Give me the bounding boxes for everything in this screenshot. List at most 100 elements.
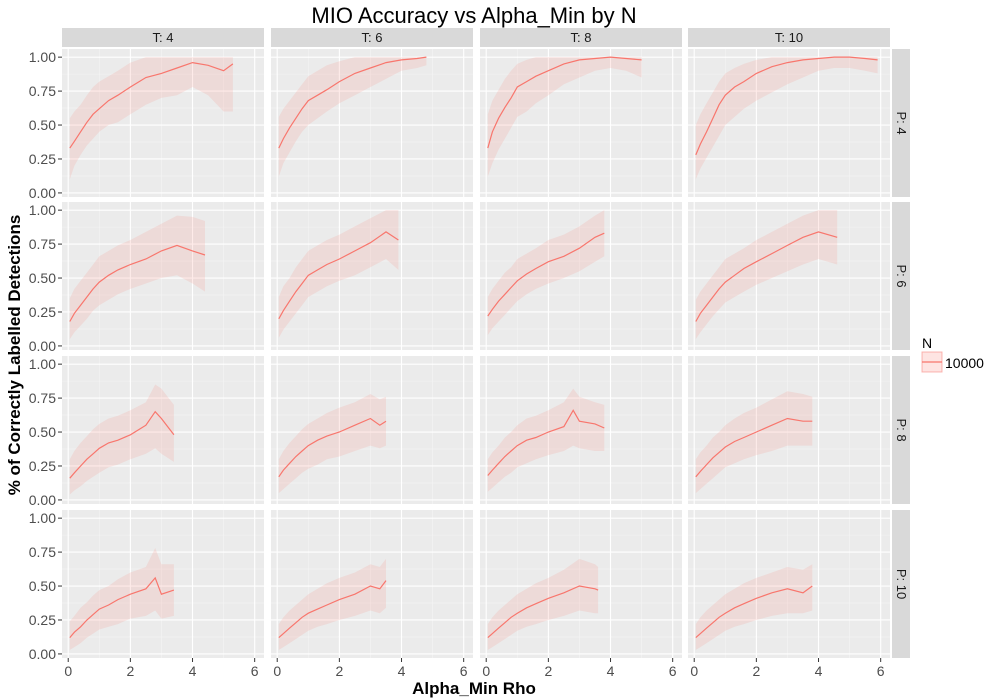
facet-panel [688, 510, 890, 658]
row-strip-label: P: 8 [894, 418, 909, 441]
panel-background [688, 202, 890, 350]
legend: N 10000 [921, 335, 984, 373]
series-line-10000 [695, 417, 813, 478]
x-tick-label: 2 [126, 663, 134, 679]
y-tick-label: 0.75 [29, 390, 56, 406]
y-tick-label: 1.00 [29, 356, 56, 372]
x-tick-label: 4 [607, 663, 615, 679]
x-tick-label: 0 [482, 663, 490, 679]
series-line-10000 [487, 585, 599, 639]
panel-background [62, 49, 264, 197]
panel-background [62, 510, 264, 658]
confidence-ribbon [695, 57, 878, 180]
panel-background [688, 49, 890, 197]
panel-background [271, 202, 473, 350]
column-strip [688, 28, 890, 47]
y-tick-label: 1.00 [29, 49, 56, 65]
y-tick-label: 0.50 [29, 424, 56, 440]
x-tick-label: 4 [815, 663, 823, 679]
panel-background [480, 510, 682, 658]
row-strip [892, 510, 910, 658]
confidence-ribbon [278, 558, 386, 650]
x-tick-label: 6 [877, 663, 885, 679]
y-tick-label: 0.75 [29, 83, 56, 99]
series-line-10000 [278, 417, 387, 478]
facet-panel [62, 49, 264, 197]
facet-panel [480, 510, 682, 658]
confidence-ribbon [695, 564, 813, 650]
panel-background [62, 202, 264, 350]
panel-background [688, 510, 890, 658]
column-strip [62, 28, 264, 47]
series-line-10000 [487, 56, 642, 149]
x-tick-label: 2 [335, 663, 343, 679]
row-strip-label: P: 10 [894, 569, 909, 599]
y-tick-label: 0.00 [29, 338, 56, 354]
x-tick-label: 0 [273, 663, 281, 679]
y-tick-label: 0.25 [29, 612, 56, 628]
column-strip-label: T: 10 [775, 30, 803, 45]
series-line-10000 [487, 409, 605, 476]
column-strip [480, 28, 682, 47]
column-strips: T: 4 T: 6 T: 8 T: 10 [62, 28, 890, 47]
x-tick-label: 2 [752, 663, 760, 679]
facet-panel [271, 202, 473, 350]
series-line-10000 [69, 576, 175, 638]
column-strip-label: T: 6 [362, 30, 383, 45]
x-tick-label: 4 [189, 663, 197, 679]
series-line-10000 [695, 56, 878, 156]
series-line-10000 [487, 232, 605, 317]
column-strip-label: T: 8 [571, 30, 592, 45]
facet-panel [271, 356, 473, 504]
panel-background [688, 356, 890, 504]
panel-background [480, 356, 682, 504]
confidence-ribbon [695, 210, 838, 340]
y-tick-label: 0.00 [29, 492, 56, 508]
facet-panel [688, 356, 890, 504]
panel-background [480, 49, 682, 197]
facet-panel [62, 202, 264, 350]
confidence-ribbon [487, 210, 605, 336]
y-tick-label: 0.50 [29, 117, 56, 133]
confidence-ribbon [69, 215, 205, 340]
series-line-10000 [69, 244, 206, 322]
x-tick-label: 4 [398, 663, 406, 679]
series-line-10000 [69, 410, 175, 479]
x-tick-label: 6 [251, 663, 259, 679]
panels [62, 49, 890, 658]
row-strips: P: 4 P: 6 P: 8 P: 10 [892, 49, 910, 658]
facet-panel [62, 356, 264, 504]
series-line-10000 [695, 231, 838, 322]
x-tick-label: 6 [460, 663, 468, 679]
series-line-10000 [69, 61, 234, 149]
x-tick-label: 0 [64, 663, 72, 679]
y-tick-label: 1.00 [29, 510, 56, 526]
series-line-10000 [278, 580, 387, 639]
facet-panel [688, 202, 890, 350]
y-axis-title: % of Correctly Labelled Detections [5, 215, 24, 496]
confidence-ribbon [278, 394, 386, 494]
y-tick-label: 0.25 [29, 304, 56, 320]
panel-background [271, 510, 473, 658]
y-tick-label: 0.75 [29, 236, 56, 252]
row-strip-label: P: 4 [894, 111, 909, 134]
series-line-10000 [695, 585, 813, 639]
x-tick-label: 6 [669, 663, 677, 679]
column-strip [271, 28, 473, 47]
chart-title: MIO Accuracy vs Alpha_Min by N [311, 3, 636, 28]
facet-panel [688, 49, 890, 197]
confidence-ribbon [69, 548, 174, 650]
x-tick-label: 2 [544, 663, 552, 679]
facet-panel [480, 49, 682, 197]
y-tick-label: 0.75 [29, 544, 56, 560]
y-tick-label: 0.00 [29, 185, 56, 201]
facet-panel [271, 49, 473, 197]
facet-panel [480, 356, 682, 504]
panel-background [62, 356, 264, 504]
row-strip [892, 202, 910, 350]
y-tick-label: 0.50 [29, 578, 56, 594]
row-strip [892, 49, 910, 197]
y-tick-label: 0.50 [29, 270, 56, 286]
legend-label: 10000 [945, 355, 984, 371]
